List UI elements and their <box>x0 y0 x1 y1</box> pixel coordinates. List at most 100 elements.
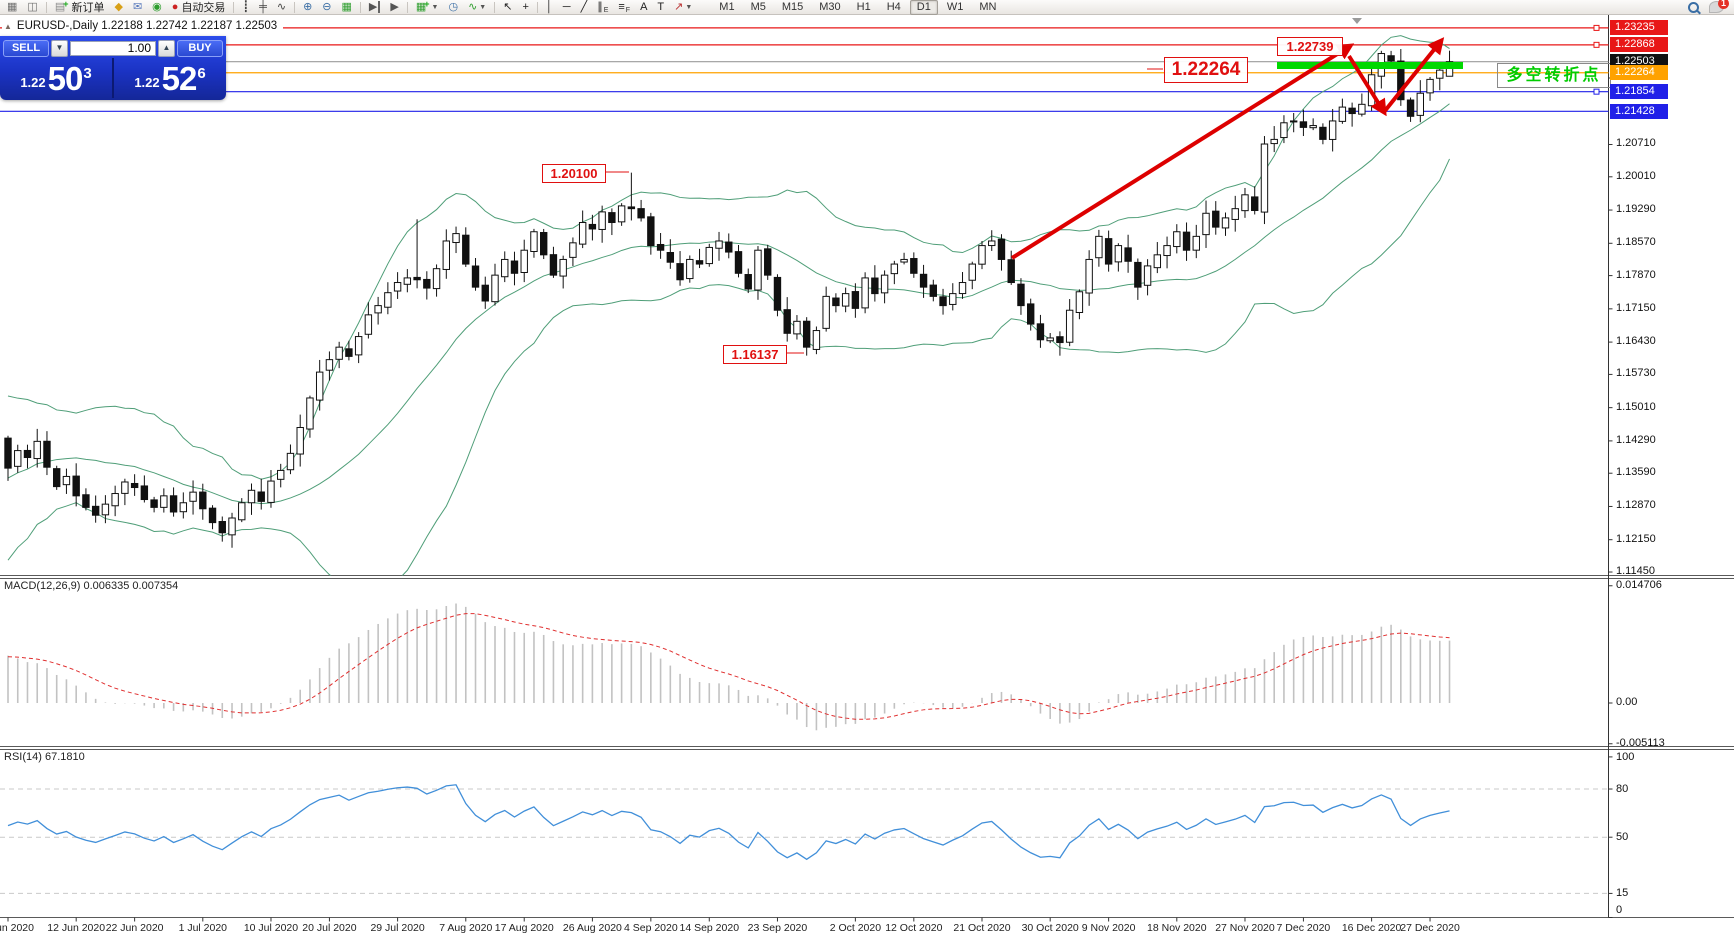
toolbar-separator <box>233 1 235 13</box>
styles-bucket-button[interactable]: ◆ <box>110 0 126 15</box>
timeframe-m5[interactable]: M5 <box>750 0 766 13</box>
cursor-button[interactable]: ↖ <box>499 0 516 15</box>
clock-button[interactable]: ◷ <box>444 0 462 15</box>
buy-button[interactable]: BUY <box>177 39 223 57</box>
sell-button[interactable]: SELL <box>3 39 49 57</box>
macd-axis-tick: 0.014706 <box>1616 578 1662 591</box>
signal-button[interactable]: ◉ <box>148 0 166 15</box>
date-axis-label: 23 Sep 2020 <box>747 922 808 934</box>
lot-increase-button[interactable]: ▲ <box>158 39 175 57</box>
price-flag: 1.21428 <box>1610 103 1668 119</box>
indicators-icon: ∿ <box>468 1 478 13</box>
zoom-out-button[interactable]: ⊖ <box>318 0 335 15</box>
line-chart-icon: ∿ <box>276 1 287 13</box>
timeframe-m1[interactable]: M1 <box>719 0 735 13</box>
timeframe-w1[interactable]: W1 <box>946 0 964 13</box>
toolbar-separator <box>294 1 296 13</box>
price-axis-tick: 1.15730 <box>1616 367 1656 380</box>
date-axis-label: 10 Jul 2020 <box>243 922 299 934</box>
candlestick-chart-button[interactable]: ╪ <box>255 0 271 15</box>
zoom-in-button[interactable]: ⊕ <box>299 0 316 15</box>
buy-price[interactable]: 1.22 52 6 <box>114 58 226 98</box>
label-button[interactable]: T <box>653 0 668 15</box>
timeframe-h1[interactable]: H1 <box>856 0 871 13</box>
arrows-tool-icon: ↗ <box>674 1 684 13</box>
auto-scroll-button[interactable]: ▶ <box>365 0 384 15</box>
toolbar-separator <box>536 1 538 13</box>
macd-indicator <box>7 603 1451 731</box>
mail-button[interactable]: ✉ <box>129 0 146 15</box>
timeframe-m15[interactable]: M15 <box>781 0 804 13</box>
timeframe-d1[interactable]: D1 <box>909 0 938 15</box>
search-icon[interactable] <box>1688 1 1699 13</box>
profile-search-button[interactable]: ◫ <box>23 0 41 15</box>
line-drag-handle-icon[interactable] <box>1352 18 1362 24</box>
price-callout-label[interactable]: 1.20100 <box>542 164 606 183</box>
text-button[interactable]: A <box>636 0 651 15</box>
fibonacci-button[interactable]: ≡ F <box>614 0 634 15</box>
date-axis-label: 18 Nov 2020 <box>1147 922 1207 934</box>
chart-shift-icon: ▶ <box>390 1 399 13</box>
line-chart-button[interactable]: ∿ <box>273 0 290 15</box>
styles-bucket-icon: ◆ <box>114 1 123 13</box>
collapse-triangle-icon[interactable]: ▲ <box>4 22 12 31</box>
cursor-icon: ↖ <box>503 1 513 13</box>
timeframe-h4[interactable]: H4 <box>886 0 901 13</box>
timeframe-mn[interactable]: MN <box>979 0 997 13</box>
bar-chart-button[interactable]: ┋ <box>238 0 253 15</box>
vertical-line-button[interactable]: │ <box>542 0 557 15</box>
price-callout-label[interactable]: 1.16137 <box>723 345 787 364</box>
chart-shift-button[interactable]: ▶ <box>386 0 402 15</box>
notifications-icon[interactable]: 1 <box>1709 0 1729 13</box>
price-axis-tick: 1.20710 <box>1616 137 1656 150</box>
lot-decrease-button[interactable]: ▼ <box>51 39 68 57</box>
new-chart-dropdown-button[interactable]: ▦ + ▼ <box>412 0 443 15</box>
tile-windows-button[interactable]: ▦ <box>338 0 356 15</box>
indicators-button[interactable]: ∿ ▼ <box>464 0 490 15</box>
auto-trading-button[interactable]: ● 自动交易 <box>168 0 230 15</box>
auto-trading-icon: ● <box>171 1 179 13</box>
date-axis-label: 27 Nov 2020 <box>1215 922 1275 934</box>
lot-size-input[interactable] <box>70 40 156 56</box>
new-order-button[interactable]: ▤ + 新订单 <box>51 0 109 15</box>
one-click-trading-panel: SELL ▼ ▲ BUY 1.22 50 3 1.22 52 6 <box>0 36 226 100</box>
date-axis-label: 14 Sep 2020 <box>679 922 740 934</box>
horizontal-line-icon: ─ <box>562 1 571 13</box>
new-order-icon: ▤ <box>54 1 66 13</box>
price-axis-tick: 1.15010 <box>1616 400 1656 413</box>
sell-price[interactable]: 1.22 50 3 <box>0 58 114 98</box>
date-axis-label: 30 Oct 2020 <box>1021 922 1079 934</box>
notification-badge: 1 <box>1718 0 1729 9</box>
buy-price-prefix: 1.22 <box>134 75 160 90</box>
rsi-axis-tick: 80 <box>1616 783 1629 796</box>
arrows-tool-button[interactable]: ↗ ▼ <box>670 0 696 15</box>
sell-price-big: 50 <box>47 60 84 97</box>
chart-window-button[interactable]: ▦ <box>3 0 21 15</box>
crosshair-icon: + <box>522 1 529 13</box>
crosshair-button[interactable]: + <box>518 0 532 15</box>
icon-subscript: E <box>603 6 609 14</box>
trendline-button[interactable]: ╱ <box>577 0 592 15</box>
rsi-axis-tick: 15 <box>1616 887 1629 900</box>
toolbar-right: 1 <box>1688 0 1732 13</box>
toolbar-separator <box>494 1 496 13</box>
bar-chart-icon: ┋ <box>242 1 250 13</box>
label-icon: T <box>657 1 665 13</box>
chart-symbol-header: ▲ EURUSD-,Daily 1.22188 1.22742 1.22187 1… <box>2 20 284 32</box>
price-callout-label[interactable]: 1.22264 <box>1164 57 1248 83</box>
date-axis-label: 2 Oct 2020 <box>829 922 882 934</box>
price-callout-label[interactable]: 1.22739 <box>1277 37 1343 56</box>
fibonacci-icon: ≡ <box>618 1 625 13</box>
price-axis-tick: 1.12150 <box>1616 532 1656 545</box>
timeframe-group: M1 M5 M15 M30 H1 H4 D1 W1 MN <box>711 0 1004 15</box>
date-axis-label: 7 Aug 2020 <box>439 922 493 934</box>
zoom-in-icon: ⊕ <box>303 1 313 13</box>
timeframe-m30[interactable]: M30 <box>819 0 841 13</box>
note-text-box[interactable]: 多空转折点 <box>1497 63 1611 88</box>
signal-icon: ◉ <box>152 1 162 13</box>
channel-button[interactable]: ∥ E <box>593 0 612 15</box>
date-axis-label: 4 Sep 2020 <box>623 922 678 934</box>
horizontal-line-button[interactable]: ─ <box>559 0 575 15</box>
date-axis-label: 3 Jun 2020 <box>0 922 34 934</box>
price-axis-tick: 1.11450 <box>1616 565 1655 578</box>
